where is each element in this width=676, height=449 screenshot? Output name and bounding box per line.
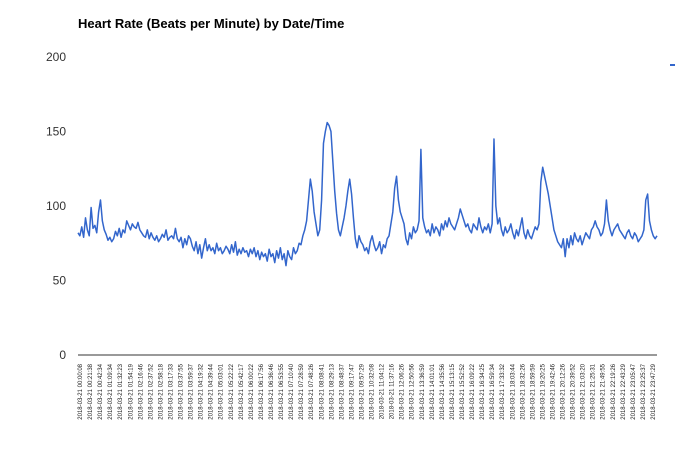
x-tick-label: 2018-03-21 12:50:56 bbox=[410, 363, 416, 419]
legend-line-marker bbox=[670, 64, 675, 66]
x-tick-label: 2018-03-21 02:16:46 bbox=[138, 363, 144, 419]
x-tick-label: 2018-03-21 02:37:52 bbox=[148, 363, 154, 419]
x-tick-label: 2018-03-21 04:39:44 bbox=[209, 363, 215, 419]
x-tick-label: 2018-03-21 22:43:29 bbox=[621, 363, 627, 419]
x-tick-label: 2018-03-21 00:00:08 bbox=[78, 363, 84, 419]
x-tick-label: 2018-03-21 02:58:18 bbox=[158, 363, 164, 419]
x-tick-label: 2018-03-21 01:09:34 bbox=[108, 363, 114, 419]
x-axis-ticks: 2018-03-21 00:00:08 2018-03-21 00:21:38 20… bbox=[78, 363, 657, 419]
x-tick-label: 2018-03-21 23:47:29 bbox=[651, 363, 657, 419]
x-tick-label: 2018-03-21 07:48:26 bbox=[309, 363, 315, 419]
x-tick-label: 2018-03-21 08:08:41 bbox=[319, 363, 325, 419]
chart-title: Heart Rate (Beats per Minute) by Date/Ti… bbox=[78, 16, 345, 31]
x-tick-label: 2018-03-21 21:49:55 bbox=[601, 363, 607, 419]
x-tick-label: 2018-03-21 16:59:34 bbox=[490, 363, 496, 419]
x-tick-label: 2018-03-21 09:57:29 bbox=[359, 363, 365, 419]
x-tick-label: 2018-03-21 03:59:37 bbox=[189, 363, 195, 419]
x-tick-label: 2018-03-21 00:21:38 bbox=[88, 363, 94, 419]
x-tick-label: 2018-03-21 08:29:13 bbox=[329, 363, 335, 419]
x-tick-label: 2018-03-21 16:34:25 bbox=[480, 363, 486, 419]
x-tick-label: 2018-03-21 12:06:26 bbox=[400, 363, 406, 419]
heart-rate-series-line bbox=[77, 121, 658, 267]
x-tick-label: 2018-03-21 16:09:22 bbox=[470, 363, 476, 419]
x-tick-label: 2018-03-21 03:37:55 bbox=[179, 363, 185, 419]
x-tick-label: 2018-03-21 00:42:34 bbox=[98, 363, 104, 419]
x-tick-label: 2018-03-21 18:03:44 bbox=[510, 363, 516, 419]
x-tick-label: 2018-03-21 23:25:37 bbox=[641, 363, 647, 419]
x-tick-label: 2018-03-21 09:17:47 bbox=[349, 363, 355, 419]
x-tick-label: 2018-03-21 20:12:26 bbox=[561, 363, 567, 419]
x-tick-label: 2018-03-21 08:48:37 bbox=[339, 363, 345, 419]
x-tick-label: 2018-03-21 18:32:26 bbox=[520, 363, 526, 419]
x-tick-label: 2018-03-21 22:19:26 bbox=[611, 363, 617, 419]
x-tick-label: 2018-03-21 04:19:32 bbox=[199, 363, 205, 419]
x-tick-label: 2018-03-21 17:33:32 bbox=[500, 363, 506, 419]
x-tick-label: 2018-03-21 01:54:19 bbox=[128, 363, 134, 419]
x-tick-label: 2018-03-21 06:00:22 bbox=[249, 363, 255, 419]
x-tick-label: 2018-03-21 06:36:46 bbox=[269, 363, 275, 419]
y-tick-label: 200 bbox=[46, 50, 66, 64]
x-tick-label: 2018-03-21 14:35:56 bbox=[440, 363, 446, 419]
x-tick-label: 2018-03-21 14:01:01 bbox=[430, 363, 436, 419]
x-tick-label: 2018-03-21 18:59:59 bbox=[530, 363, 536, 419]
y-tick-label: 150 bbox=[46, 125, 66, 139]
x-tick-label: 2018-03-21 11:37:16 bbox=[390, 363, 396, 419]
x-tick-label: 2018-03-21 01:32:23 bbox=[118, 363, 124, 419]
y-axis-ticks: 0 50 100 150 200 bbox=[46, 50, 66, 362]
x-tick-label: 2018-03-21 07:10:40 bbox=[289, 363, 295, 419]
y-tick-label: 0 bbox=[59, 348, 66, 362]
x-tick-label: 2018-03-21 11:04:12 bbox=[380, 363, 386, 419]
x-tick-label: 2018-03-21 05:03:01 bbox=[219, 363, 225, 419]
x-tick-label: 2018-03-21 13:36:59 bbox=[420, 363, 426, 419]
x-tick-label: 2018-03-21 19:42:46 bbox=[550, 363, 556, 419]
x-tick-label: 2018-03-21 23:05:47 bbox=[631, 363, 637, 419]
x-tick-label: 2018-03-21 15:13:15 bbox=[450, 363, 456, 419]
x-tick-label: 2018-03-21 05:22:22 bbox=[229, 363, 235, 419]
x-tick-label: 2018-03-21 06:17:56 bbox=[259, 363, 265, 419]
x-tick-label: 2018-03-21 10:32:08 bbox=[370, 363, 376, 419]
x-tick-label: 2018-03-21 20:39:52 bbox=[571, 363, 577, 419]
x-tick-label: 2018-03-21 03:17:33 bbox=[168, 363, 174, 419]
x-tick-label: 2018-03-21 21:03:20 bbox=[581, 363, 587, 419]
x-tick-label: 2018-03-21 06:53:55 bbox=[279, 363, 285, 419]
x-tick-label: 2018-03-21 07:28:59 bbox=[299, 363, 305, 419]
x-tick-label: 2018-03-21 15:52:52 bbox=[460, 363, 466, 419]
x-tick-label: 2018-03-21 21:25:31 bbox=[591, 363, 597, 419]
x-tick-label: 2018-03-21 19:20:25 bbox=[540, 363, 546, 419]
y-tick-label: 50 bbox=[53, 274, 67, 288]
y-tick-label: 100 bbox=[46, 199, 66, 213]
x-tick-label: 2018-03-21 05:42:17 bbox=[239, 363, 245, 419]
